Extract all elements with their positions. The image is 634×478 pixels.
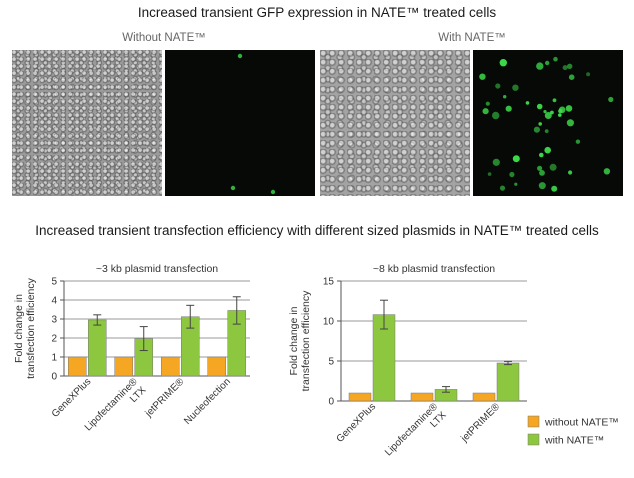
y-tick-label: 5 [328, 357, 334, 368]
y-axis-label: Fold change intransfection efficiency [13, 277, 37, 379]
gfp-cell [537, 165, 543, 171]
gfp-cell [509, 171, 515, 178]
bar-without-nate [472, 392, 496, 402]
gfp-cell [492, 158, 500, 166]
chart-legend: without NATE™ with NATE™ [527, 415, 619, 447]
gfp-cell [492, 111, 500, 120]
gfp-cell [536, 103, 543, 110]
gfp-cell [495, 83, 501, 89]
gfp-cell [562, 65, 568, 71]
x-tick-label: jetPRIME® [459, 401, 503, 445]
gfp-cell [568, 170, 573, 175]
x-tick-label: Lipofectamine®LTX [83, 376, 149, 442]
gfp-cell [237, 53, 243, 59]
gfp-cell [566, 119, 574, 127]
gfp-cell [533, 126, 540, 133]
gfp-cell [553, 56, 558, 62]
bar-with-nate [496, 362, 520, 402]
gfp-cell [552, 98, 557, 103]
gfp-cell [482, 108, 489, 115]
x-tick-label: jetPRIME® [143, 376, 187, 420]
bar-without-nate [207, 356, 226, 377]
figure-title-transfection: Increased transient transfection efficie… [35, 223, 599, 238]
bar-without-nate [161, 356, 180, 377]
y-tick-label: 10 [323, 317, 335, 328]
bar-without-nate [410, 392, 434, 402]
gfp-cell [500, 59, 505, 63]
gfp-cell [567, 63, 573, 69]
gfp-cell [586, 72, 591, 77]
gfp-cell [499, 59, 507, 67]
y-axis-label: Fold change intransfection efficiency [288, 290, 312, 392]
x-tick-label: Lipofectamine®LTX [383, 401, 449, 467]
chart-title: ~8 kb plasmid transfection [373, 263, 495, 275]
gfp-cell [525, 101, 530, 105]
gfp-cell [575, 139, 581, 144]
gfp-cell [479, 73, 486, 80]
legend-label: without NATE™ [544, 417, 619, 429]
gfp-cell [565, 105, 573, 112]
brightfield-image-with-nate [320, 50, 470, 196]
gfp-cell [514, 182, 518, 186]
chart-8kb: ~8 kb plasmid transfection 0 5 10 15 Fold cha… [288, 263, 527, 467]
y-tick-label: 1 [51, 353, 57, 364]
y-tick-label: 0 [328, 397, 334, 408]
gfp-cell [568, 74, 575, 80]
gfp-cell [505, 105, 512, 112]
gfp-cell [544, 112, 552, 119]
gfp-cell [544, 146, 551, 154]
gfp-cell [512, 84, 519, 91]
x-tick-label: Nucleofection [182, 376, 233, 427]
y-tick-label: 5 [51, 277, 57, 288]
legend-swatch [527, 433, 540, 446]
bar-without-nate [68, 356, 87, 377]
gfp-cell [270, 189, 276, 195]
y-tick-label: 2 [51, 334, 57, 345]
y-tick-label: 4 [51, 296, 57, 307]
y-tick-label: 3 [51, 315, 57, 326]
chart-3kb: ~3 kb plasmid transfection 0 1 2 3 4 5 Fold cha… [13, 263, 250, 442]
with-nate-label: With NATE™ [438, 32, 506, 44]
fluorescence-image-with-nate [473, 50, 623, 196]
fluorescence-image-without-nate [165, 50, 315, 196]
bar-with-nate [88, 319, 107, 377]
gfp-cell [608, 96, 614, 103]
gfp-cell [485, 101, 490, 106]
y-tick-label: 0 [51, 372, 57, 383]
gfp-cell [551, 185, 558, 192]
gfp-cell [603, 168, 611, 175]
gfp-cell [539, 170, 545, 176]
gfp-cell [549, 163, 557, 171]
gfp-cell [538, 182, 546, 190]
gfp-cell [543, 110, 547, 114]
bar-without-nate [348, 392, 372, 402]
gfp-cell [487, 172, 492, 176]
gfp-spots-without [230, 53, 276, 195]
gfp-cell [544, 129, 549, 133]
chart-title: ~3 kb plasmid transfection [96, 263, 218, 275]
brightfield-image-without-nate [12, 50, 162, 196]
gfp-spots-with [479, 56, 614, 192]
gfp-cell [558, 106, 566, 114]
gfp-cell [230, 185, 236, 191]
figure-title-gfp: Increased transient GFP expression in NA… [137, 5, 497, 20]
gfp-cell [512, 155, 520, 163]
gfp-cell [499, 185, 506, 191]
y-tick-label: 15 [323, 277, 335, 288]
gfp-cell [558, 113, 562, 117]
x-tick-label: GeneXPlus [335, 401, 379, 445]
legend-label: with NATE™ [544, 435, 604, 447]
without-nate-label: Without NATE™ [122, 32, 206, 44]
gfp-cell [538, 122, 542, 126]
gfp-cell [545, 60, 550, 66]
bar-without-nate [114, 356, 133, 377]
gfp-cell [539, 152, 544, 158]
legend-swatch [527, 415, 540, 428]
x-tick-label: GeneXPlus [50, 376, 94, 420]
gfp-cell [503, 95, 507, 99]
gfp-cell [536, 62, 544, 70]
